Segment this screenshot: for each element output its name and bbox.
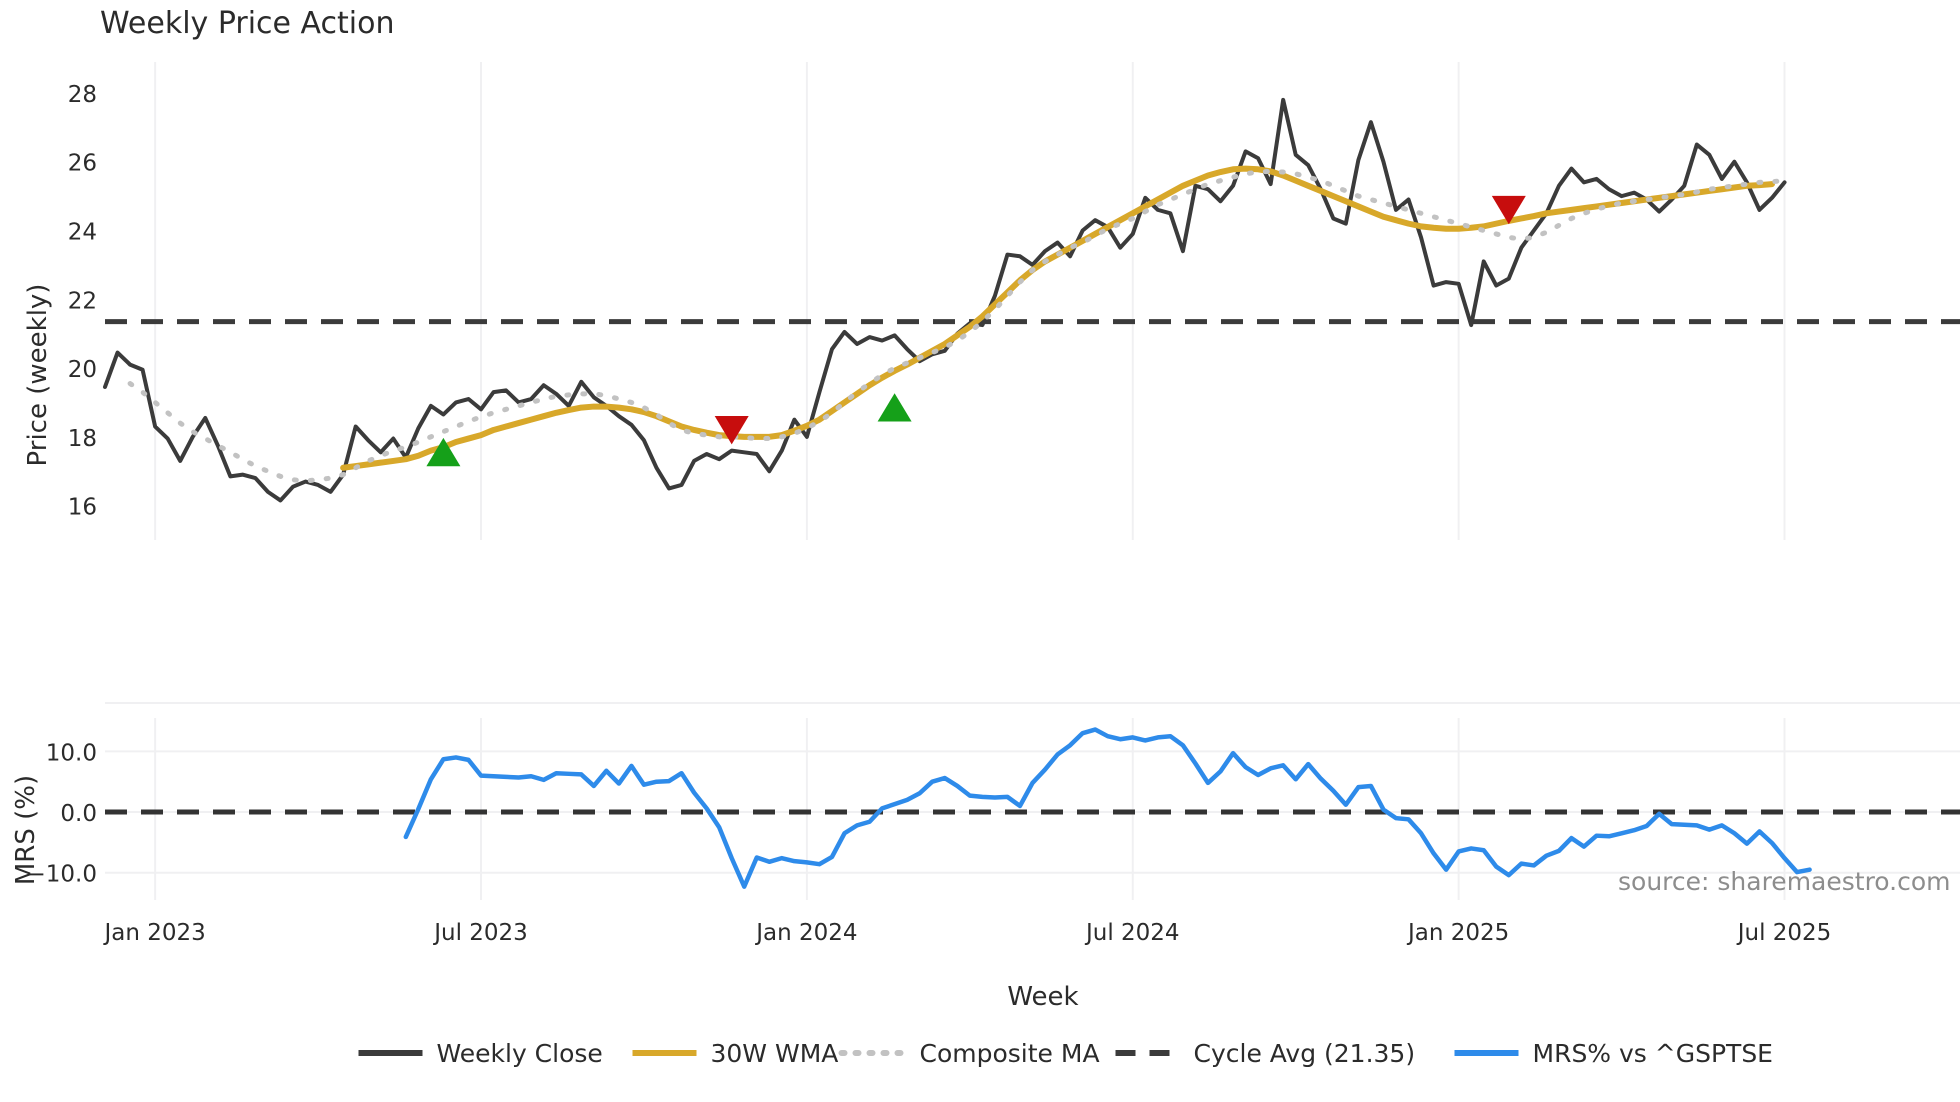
signal-markers-group[interactable]: [426, 195, 1526, 467]
legend-item-30w-wma-label: 30W WMA: [711, 1039, 839, 1068]
buy-signal-marker[interactable]: [426, 437, 461, 467]
buy-signal-marker[interactable]: [877, 393, 912, 422]
y-tick-labels-group: 16 18 20 22 24 26 28 −10.0 0.0 10.0: [27, 82, 97, 888]
y-tick-label-mrs: 10.0: [46, 740, 97, 766]
x-axis-label: Week: [1007, 982, 1078, 1012]
x-tick-label: Jul 2025: [1736, 920, 1832, 946]
y-tick-label-price: 20: [68, 357, 97, 383]
chart-title: Weekly Price Action: [100, 6, 395, 41]
legend-item-weekly-close-label: Weekly Close: [437, 1039, 603, 1068]
series-line-mrs-vs-gsptse: [403, 727, 1812, 889]
watermark-source: source: sharemaestro.com: [1618, 867, 1951, 896]
x-tick-labels-group: Jan 2023 Jul 2023 Jan 2024 Jul 2024 Jan 2025…: [102, 920, 1831, 946]
legend-item-composite-ma[interactable]: Composite MA: [838, 1039, 1100, 1068]
y-tick-label-price: 22: [68, 288, 97, 314]
legend-item-mrs-vs-gsptse-label: MRS% vs ^GSPTSE: [1533, 1039, 1773, 1068]
data-series-group: [103, 97, 1812, 889]
legend-item-30w-wma[interactable]: 30W WMA: [632, 1039, 839, 1068]
x-tick-label: Jan 2025: [1406, 920, 1509, 946]
x-tick-label: Jul 2024: [1084, 920, 1180, 946]
y-tick-label-price: 28: [68, 82, 97, 108]
legend-item-weekly-close[interactable]: Weekly Close: [358, 1039, 603, 1068]
watermark-group: source: sharemaestro.com: [1618, 867, 1951, 896]
y-tick-label-mrs: 0.0: [60, 801, 97, 827]
legend-item-composite-ma-label: Composite MA: [920, 1039, 1100, 1068]
sell-signal-marker[interactable]: [714, 416, 749, 445]
legend-item-cycle-avg-21-35-label: Cycle Avg (21.35): [1194, 1039, 1416, 1068]
series-line-weekly-close: [103, 97, 1787, 503]
price-axis-label: Price (weekly): [23, 284, 53, 467]
mrs-axis-label: MRS (%): [11, 775, 41, 885]
y-tick-label-price: 18: [68, 426, 97, 452]
x-tick-label: Jan 2024: [754, 920, 857, 946]
y-tick-label-price: 24: [68, 220, 97, 246]
y-tick-label-mrs: −10.0: [27, 862, 97, 888]
x-tick-label: Jul 2023: [432, 920, 528, 946]
legend-item-cycle-avg-21-35[interactable]: Cycle Avg (21.35): [1115, 1039, 1416, 1068]
sell-signal-marker[interactable]: [1491, 195, 1526, 225]
legend-group[interactable]: Weekly Close 30W WMA Composite MA Cycle Avg…: [358, 1039, 1773, 1068]
reference-lines-group: [105, 319, 1960, 815]
series-line-30w-wma: [340, 165, 1775, 471]
x-tick-label: Jan 2023: [102, 920, 205, 946]
legend-item-mrs-vs-gsptse[interactable]: MRS% vs ^GSPTSE: [1454, 1039, 1773, 1068]
y-tick-label-price: 26: [68, 151, 97, 177]
y-tick-label-price: 16: [68, 495, 97, 521]
